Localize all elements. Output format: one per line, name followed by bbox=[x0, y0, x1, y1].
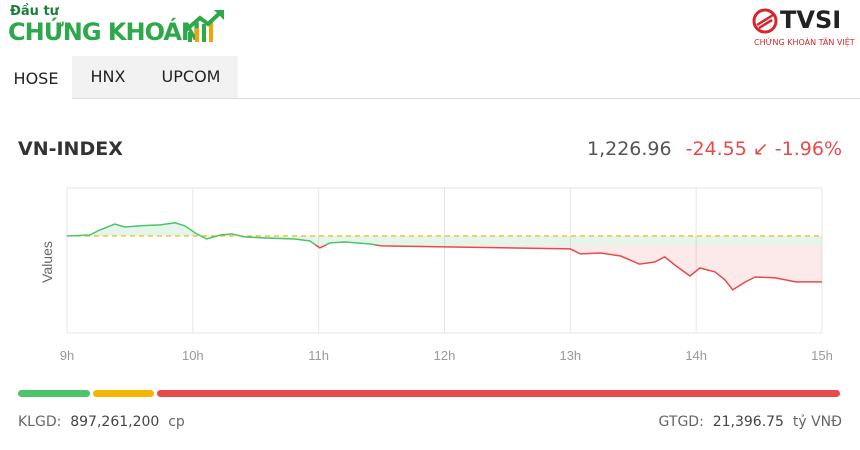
tab-hnx[interactable]: HNX bbox=[72, 56, 144, 98]
tab-divider bbox=[72, 98, 860, 99]
turnover-value: 21,396.75 bbox=[712, 414, 784, 430]
down-arrow: ↙ bbox=[752, 138, 769, 160]
index-name: VN-INDEX bbox=[18, 138, 123, 160]
tvsi-tagline: CHỨNG KHOÁN TÂN VIỆT bbox=[754, 38, 855, 47]
tab-upcom[interactable]: UPCOM bbox=[144, 56, 238, 98]
tvsi-logo: TVSI bbox=[780, 6, 842, 34]
turnover-unit: tỷ VNĐ bbox=[792, 414, 842, 430]
y-axis-label: Values bbox=[39, 241, 55, 283]
turnover: GTGD: 21,396.75 tỷ VNĐ bbox=[659, 414, 842, 430]
volume-value: 897,261,200 bbox=[70, 414, 160, 430]
index-change-pct: -1.96% bbox=[774, 138, 842, 160]
chart: Values 9h 10h 11h 12h 13h 14h 15h bbox=[39, 187, 833, 363]
x-tick-label: 11h bbox=[308, 348, 329, 363]
index-value: 1,226.96 bbox=[587, 138, 672, 160]
volume: KLGD: 897,261,200 cp bbox=[18, 414, 185, 430]
x-tick-label: 14h bbox=[685, 348, 707, 363]
index-line bbox=[66, 222, 822, 291]
area bbox=[67, 222, 822, 290]
x-tick-label: 9h bbox=[60, 348, 74, 363]
volume-unit: cp bbox=[168, 414, 185, 430]
logo-icon bbox=[184, 9, 224, 42]
logo-top: Đầu tư bbox=[10, 4, 59, 19]
index-quote: 1,226.96 -24.55 ↙ -1.96% bbox=[587, 138, 842, 160]
breadth-flat bbox=[93, 390, 154, 397]
x-tick-label: 12h bbox=[434, 348, 456, 363]
index-change: -24.55 bbox=[685, 138, 747, 160]
breadth-up bbox=[18, 390, 90, 397]
x-tick-label: 15h bbox=[811, 348, 833, 363]
x-tick-label: 13h bbox=[559, 348, 581, 363]
breadth-down bbox=[157, 390, 840, 397]
turnover-label: GTGD: bbox=[658, 414, 704, 430]
volume-label: KLGD: bbox=[18, 414, 62, 430]
x-tick-label: 10h bbox=[182, 348, 204, 363]
logo-main: CHỨNG KHOÁN bbox=[8, 18, 201, 46]
tvsi-icon bbox=[752, 8, 778, 34]
tab-hose[interactable]: HOSE bbox=[0, 58, 72, 100]
